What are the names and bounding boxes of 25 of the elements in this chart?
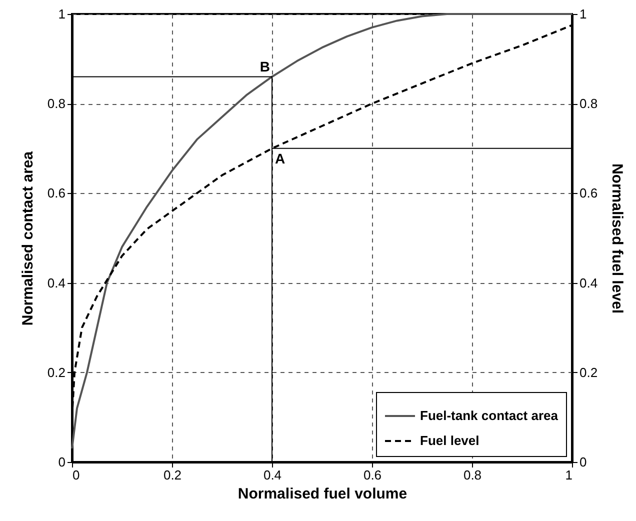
x-tick-label: 0.8 <box>463 468 482 482</box>
annotation: B <box>260 58 270 75</box>
y2-tick-label: 0.2 <box>580 364 598 380</box>
x-tick-label: 1 <box>565 468 572 482</box>
y-tick-label: 0 <box>58 454 66 470</box>
x-tick-label: 0.4 <box>263 468 282 482</box>
y2-axis-title: Normalised fuel level <box>608 163 626 314</box>
annotation: A <box>275 150 286 166</box>
y-tick-label: 0.2 <box>47 364 66 380</box>
x-axis-title: Normalised fuel volume <box>238 486 408 502</box>
x-tick-label: 0 <box>72 468 80 482</box>
legend-label: Fuel level <box>420 433 480 448</box>
y2-tick-label: 0.8 <box>580 96 598 112</box>
y-tick-label: 1 <box>58 6 66 22</box>
x-tick-label: 0.2 <box>163 468 182 482</box>
y-axis-title: Normalised contact area <box>19 150 36 326</box>
y-tick-label: 0.8 <box>47 96 66 112</box>
y-tick-label: 0.6 <box>47 186 66 201</box>
legend-label: Fuel-tank contact area <box>420 408 559 423</box>
y2-tick-label: 0 <box>580 454 587 470</box>
y-tick-label: 0.4 <box>47 275 66 290</box>
y2-tick-label: 0.6 <box>580 186 598 201</box>
y2-tick-label: 0.4 <box>580 275 598 290</box>
x-tick-label: 0.6 <box>363 468 382 482</box>
y2-tick-label: 1 <box>580 6 587 22</box>
